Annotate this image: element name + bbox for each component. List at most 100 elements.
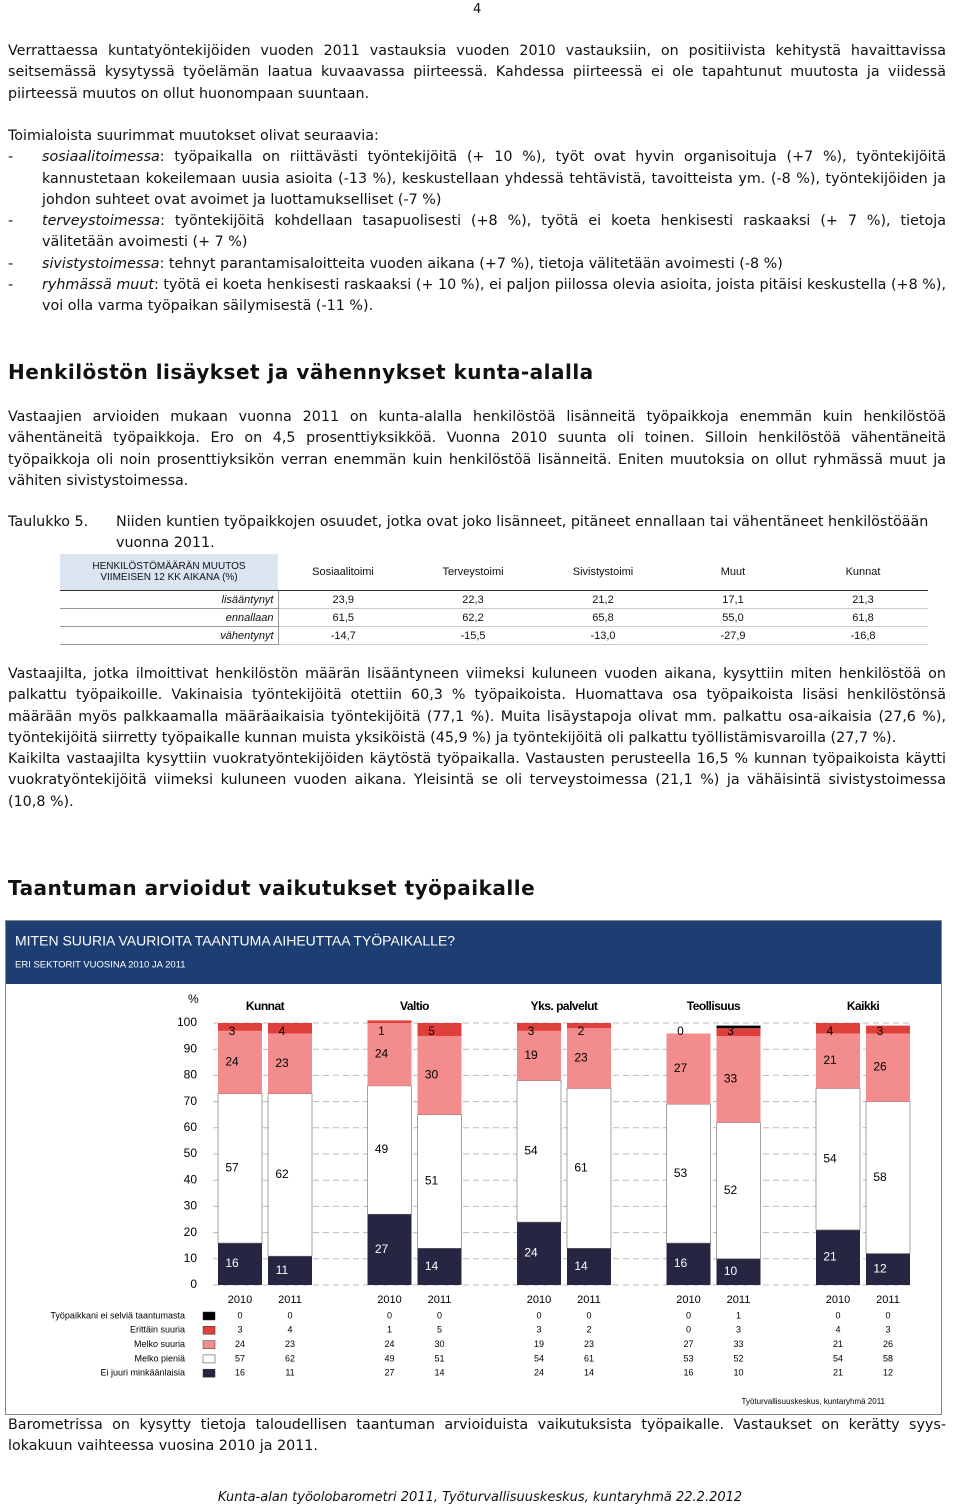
bar-segment — [367, 1085, 412, 1215]
y-tick-label: 70 — [184, 1094, 198, 1108]
list-block: Toimialoista suurimmat muutokset olivat … — [8, 126, 946, 318]
table-value: 19 — [534, 1339, 544, 1349]
y-tick-label: 100 — [177, 1015, 197, 1029]
table-value: 24 — [235, 1339, 245, 1349]
data-label: 10 — [724, 1264, 738, 1278]
table-value: 0 — [686, 1310, 691, 1320]
table-cell: -15,5 — [408, 626, 538, 645]
data-label: 52 — [724, 1183, 738, 1197]
x-tick-label: 2010 — [377, 1294, 401, 1306]
term: sivistystoimessa — [42, 255, 160, 272]
data-label: 2 — [578, 1024, 585, 1038]
column-header: Sosiaalitoimi — [278, 554, 408, 591]
y-tick-label: 40 — [184, 1172, 198, 1186]
table-value: 16 — [683, 1368, 693, 1378]
table-value: 62 — [285, 1353, 295, 1363]
table-cell: -27,9 — [668, 626, 798, 645]
table-value: 0 — [387, 1310, 392, 1320]
table-value: 0 — [287, 1310, 292, 1320]
table-value: 27 — [683, 1339, 693, 1349]
chart-frame — [5, 920, 942, 1415]
paragraph: Vastaajien arvioiden mukaan vuonna 2011 … — [8, 409, 946, 489]
bar-segment — [866, 1033, 910, 1102]
bar-segment — [567, 1023, 611, 1029]
corner-line: HENKILÖSTÖMÄÄRÄN MUUTOS — [92, 561, 246, 572]
row-label: vähentynyt — [60, 626, 279, 645]
table-value: 14 — [584, 1368, 594, 1378]
caption-text: Niiden kuntien työpaikkojen osuudet, jot… — [116, 514, 929, 552]
chart: MITEN SUURIA VAURIOITA TAANTUMA AIHEUTTA… — [5, 920, 942, 1415]
data-label: 62 — [275, 1167, 289, 1181]
bar-segment — [517, 1030, 561, 1081]
bar-segment — [367, 1023, 412, 1086]
legend-swatch — [202, 1340, 216, 1349]
bar-segment — [367, 1020, 412, 1023]
bar-segment — [217, 1093, 263, 1244]
legend-label: Erittäin suuria — [130, 1325, 185, 1335]
data-label: 53 — [674, 1166, 688, 1180]
term: sosiaalitoimessa — [42, 149, 160, 166]
data-label: 24 — [225, 1054, 239, 1068]
bar-segment — [865, 1101, 911, 1254]
table-value: 1 — [387, 1325, 392, 1335]
table-value: 3 — [885, 1325, 890, 1335]
table-value: 11 — [285, 1368, 294, 1378]
legend-label: Melko suuria — [134, 1339, 185, 1349]
table-value: 0 — [437, 1310, 442, 1320]
group-label: Yks. palvelut — [531, 999, 598, 1013]
legend-swatch — [202, 1326, 216, 1335]
table-cell: 22,3 — [408, 590, 538, 609]
y-tick-label: 80 — [184, 1068, 198, 1082]
data-label: 24 — [524, 1246, 538, 1260]
bar-segment — [816, 1229, 860, 1285]
x-tick-label: 2010 — [228, 1294, 252, 1306]
bar-segment — [716, 1028, 761, 1037]
table-cell: 62,2 — [408, 608, 538, 627]
table-value: 57 — [235, 1353, 245, 1363]
bar-segment — [567, 1248, 611, 1285]
bar-segment — [268, 1033, 312, 1094]
bar-segment — [417, 1023, 462, 1037]
legend-swatch — [202, 1311, 216, 1321]
data-label: 11 — [276, 1263, 289, 1277]
data-label: 14 — [574, 1259, 588, 1273]
y-tick-label: 50 — [184, 1146, 198, 1160]
data-label: 24 — [375, 1047, 389, 1061]
table-value: 1 — [736, 1310, 741, 1320]
table-cell: 61,5 — [278, 608, 408, 627]
table-value: 3 — [237, 1325, 242, 1335]
data-label: 21 — [823, 1250, 837, 1264]
table-caption: Taulukko 5. Niiden kuntien työpaikkojen o… — [8, 512, 946, 555]
data-label: 30 — [425, 1068, 439, 1082]
y-tick-label: 0 — [190, 1277, 197, 1291]
legend-label: Työpaikkani ei selviä taantumasta — [50, 1310, 185, 1320]
y-tick-label: 60 — [184, 1120, 198, 1134]
bar-segment — [866, 1253, 910, 1285]
data-label: 26 — [873, 1060, 887, 1074]
bar-segment — [816, 1023, 860, 1034]
y-axis-label: % — [188, 992, 199, 1006]
data-label: 14 — [425, 1259, 439, 1273]
data-label: 3 — [229, 1024, 236, 1038]
bar-segment — [666, 1243, 711, 1285]
table-cell: 23,9 — [278, 590, 408, 609]
heading: Taantuman arvioidut vaikutukset työpaika… — [8, 876, 536, 900]
data-label: 21 — [823, 1053, 837, 1067]
data-label: 57 — [225, 1161, 239, 1175]
table-value: 53 — [683, 1353, 693, 1363]
table-value: 0 — [586, 1310, 591, 1320]
list-item: - sivistystoimessa: tehnyt parantamisaloi… — [8, 255, 783, 272]
data-label: 19 — [524, 1048, 538, 1062]
data-label: 23 — [574, 1051, 588, 1065]
data-label: 1 — [378, 1024, 385, 1038]
paragraph-block: Vastaajilta, jotka ilmoittivat henkilöst… — [8, 664, 946, 813]
table-value: 54 — [833, 1353, 843, 1363]
footer: Kunta-alan työolobarometri 2011, Työturv… — [217, 1490, 743, 1505]
table-value: 3 — [736, 1325, 741, 1335]
legend-label: Ei juuri minkäänlaisia — [100, 1368, 185, 1378]
group-label: Valtio — [400, 999, 429, 1013]
table-value: 23 — [584, 1339, 594, 1349]
x-tick-label: 2010 — [527, 1294, 551, 1306]
table-value: 61 — [584, 1353, 594, 1363]
